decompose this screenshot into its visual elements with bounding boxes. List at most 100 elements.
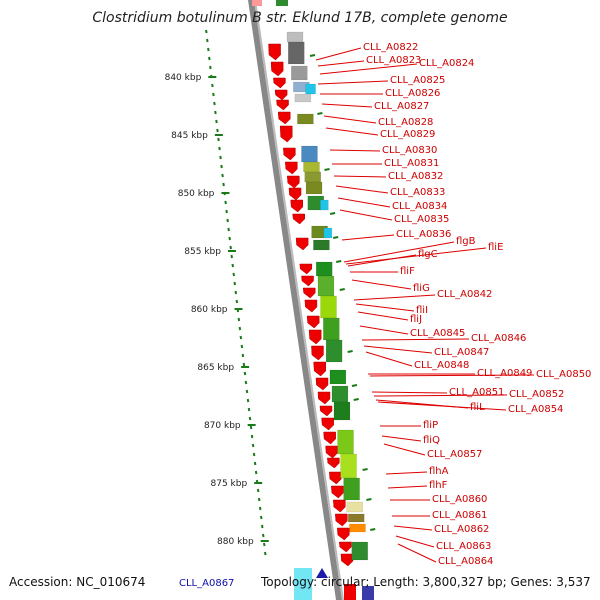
gene-label[interactable]: fliQ <box>423 435 440 446</box>
gene-label[interactable]: CLL_A0826 <box>385 88 440 99</box>
gene-label[interactable]: fliJ <box>410 314 422 325</box>
gene-label[interactable]: CLL_A0848 <box>414 360 469 371</box>
feature-box[interactable] <box>288 41 305 65</box>
gene-label[interactable]: flhA <box>429 466 449 477</box>
gene-label[interactable]: CLL_A0846 <box>471 333 526 344</box>
gene-arrow[interactable] <box>325 445 338 459</box>
gene-arrow[interactable] <box>295 237 309 251</box>
gene-label[interactable]: CLL_A0850 <box>536 369 591 380</box>
gene-label[interactable]: CLL_A0829 <box>380 129 435 140</box>
gene-label[interactable]: CLL_A0849 <box>477 368 532 379</box>
gene-label[interactable]: flgB <box>456 236 476 247</box>
gene-arrow[interactable] <box>344 584 356 600</box>
feature-box[interactable] <box>323 227 333 239</box>
gene-label[interactable]: CLL_A0857 <box>427 449 482 460</box>
feature-box[interactable] <box>317 275 335 297</box>
gene-label[interactable]: CLL_A0836 <box>396 229 451 240</box>
gene-arrow[interactable] <box>302 287 316 299</box>
gene-label[interactable]: CLL_A0847 <box>434 347 489 358</box>
gene-arrow[interactable] <box>285 161 298 175</box>
gene-arrow[interactable] <box>274 89 288 101</box>
gene-label[interactable]: CLL_A0830 <box>382 145 437 156</box>
gene-label[interactable]: CLL_A0822 <box>363 42 418 53</box>
gene-label[interactable]: CLL_A0864 <box>438 556 493 567</box>
feature-box[interactable] <box>313 239 330 251</box>
feature-box[interactable] <box>286 31 304 43</box>
gene-arrow[interactable] <box>340 553 354 567</box>
gene-label[interactable]: CLL_A0854 <box>508 404 563 415</box>
gene-arrow[interactable] <box>299 263 313 275</box>
feature-box[interactable] <box>323 317 340 341</box>
feature-box[interactable] <box>304 171 322 183</box>
gene-label[interactable]: CLL_A0823 <box>366 55 421 66</box>
feature-box[interactable] <box>276 0 288 6</box>
feature-box[interactable] <box>333 401 351 421</box>
feature-box[interactable] <box>291 65 308 81</box>
gene-label[interactable]: CLL_A0852 <box>509 389 564 400</box>
feature-box[interactable] <box>320 295 337 319</box>
feature-box[interactable] <box>340 453 357 479</box>
gene-label[interactable]: CLL_A0835 <box>394 214 449 225</box>
bottom-gene-label[interactable]: CLL_A0867 <box>179 578 235 589</box>
feature-box[interactable] <box>315 261 333 277</box>
gene-label[interactable]: CLL_A0832 <box>388 171 443 182</box>
feature-box[interactable] <box>325 339 343 363</box>
gene-arrow[interactable] <box>337 527 350 541</box>
gene-arrow[interactable] <box>313 361 326 377</box>
gene-arrow[interactable] <box>306 315 320 329</box>
gene-arrow[interactable] <box>292 213 305 225</box>
feature-box[interactable] <box>294 93 312 103</box>
gene-label[interactable]: CLL_A0833 <box>390 187 445 198</box>
gene-arrow[interactable] <box>279 125 293 143</box>
gene-arrow[interactable] <box>287 175 300 189</box>
gene-label[interactable]: flhF <box>429 480 448 491</box>
gene-label[interactable]: CLL_A0845 <box>410 328 465 339</box>
feature-box[interactable] <box>362 586 374 600</box>
gene-label[interactable]: flgC <box>418 249 438 260</box>
gene-label[interactable]: CLL_A0851 <box>449 387 504 398</box>
gene-arrow[interactable] <box>288 187 302 201</box>
feature-box[interactable] <box>252 0 262 6</box>
feature-box[interactable] <box>294 568 312 600</box>
feature-box[interactable] <box>346 501 363 513</box>
gene-label[interactable]: CLL_A0860 <box>432 494 487 505</box>
feature-box[interactable] <box>305 181 323 195</box>
gene-label[interactable]: CLL_A0863 <box>436 541 491 552</box>
gene-arrow[interactable] <box>331 485 344 499</box>
gene-arrow[interactable] <box>335 513 348 527</box>
feature-box[interactable] <box>301 145 318 163</box>
gene-label[interactable]: fliE <box>488 242 503 253</box>
gene-arrow[interactable] <box>316 568 328 578</box>
gene-arrow[interactable] <box>304 299 318 313</box>
gene-arrow[interactable] <box>333 499 346 513</box>
gene-arrow[interactable] <box>308 329 322 345</box>
gene-arrow[interactable] <box>321 417 334 431</box>
feature-box[interactable] <box>349 523 366 533</box>
gene-arrow[interactable] <box>276 99 289 111</box>
feature-box[interactable] <box>303 161 320 173</box>
feature-box[interactable] <box>351 541 369 561</box>
gene-arrow[interactable] <box>273 77 286 89</box>
gene-label[interactable]: CLL_A0827 <box>374 101 429 112</box>
gene-label[interactable]: fliP <box>423 420 438 431</box>
gene-arrow[interactable] <box>327 457 340 469</box>
gene-arrow[interactable] <box>277 111 291 125</box>
gene-arrow[interactable] <box>283 147 296 161</box>
gene-arrow[interactable] <box>290 199 303 213</box>
gene-arrow[interactable] <box>329 471 342 485</box>
gene-label[interactable]: CLL_A0824 <box>419 58 474 69</box>
gene-arrow[interactable] <box>317 391 331 405</box>
feature-box[interactable] <box>331 385 349 403</box>
gene-arrow[interactable] <box>315 377 329 391</box>
gene-arrow[interactable] <box>339 541 352 553</box>
gene-label[interactable]: CLL_A0828 <box>378 117 433 128</box>
gene-label[interactable]: CLL_A0831 <box>384 158 439 169</box>
feature-box[interactable] <box>329 369 347 385</box>
gene-label[interactable]: fliG <box>413 283 430 294</box>
gene-label[interactable]: fliF <box>400 266 415 277</box>
feature-box[interactable] <box>347 513 365 523</box>
gene-label[interactable]: fliL <box>470 402 485 413</box>
gene-arrow[interactable] <box>319 405 333 417</box>
gene-arrow[interactable] <box>323 431 336 445</box>
gene-label[interactable]: CLL_A0825 <box>390 75 445 86</box>
